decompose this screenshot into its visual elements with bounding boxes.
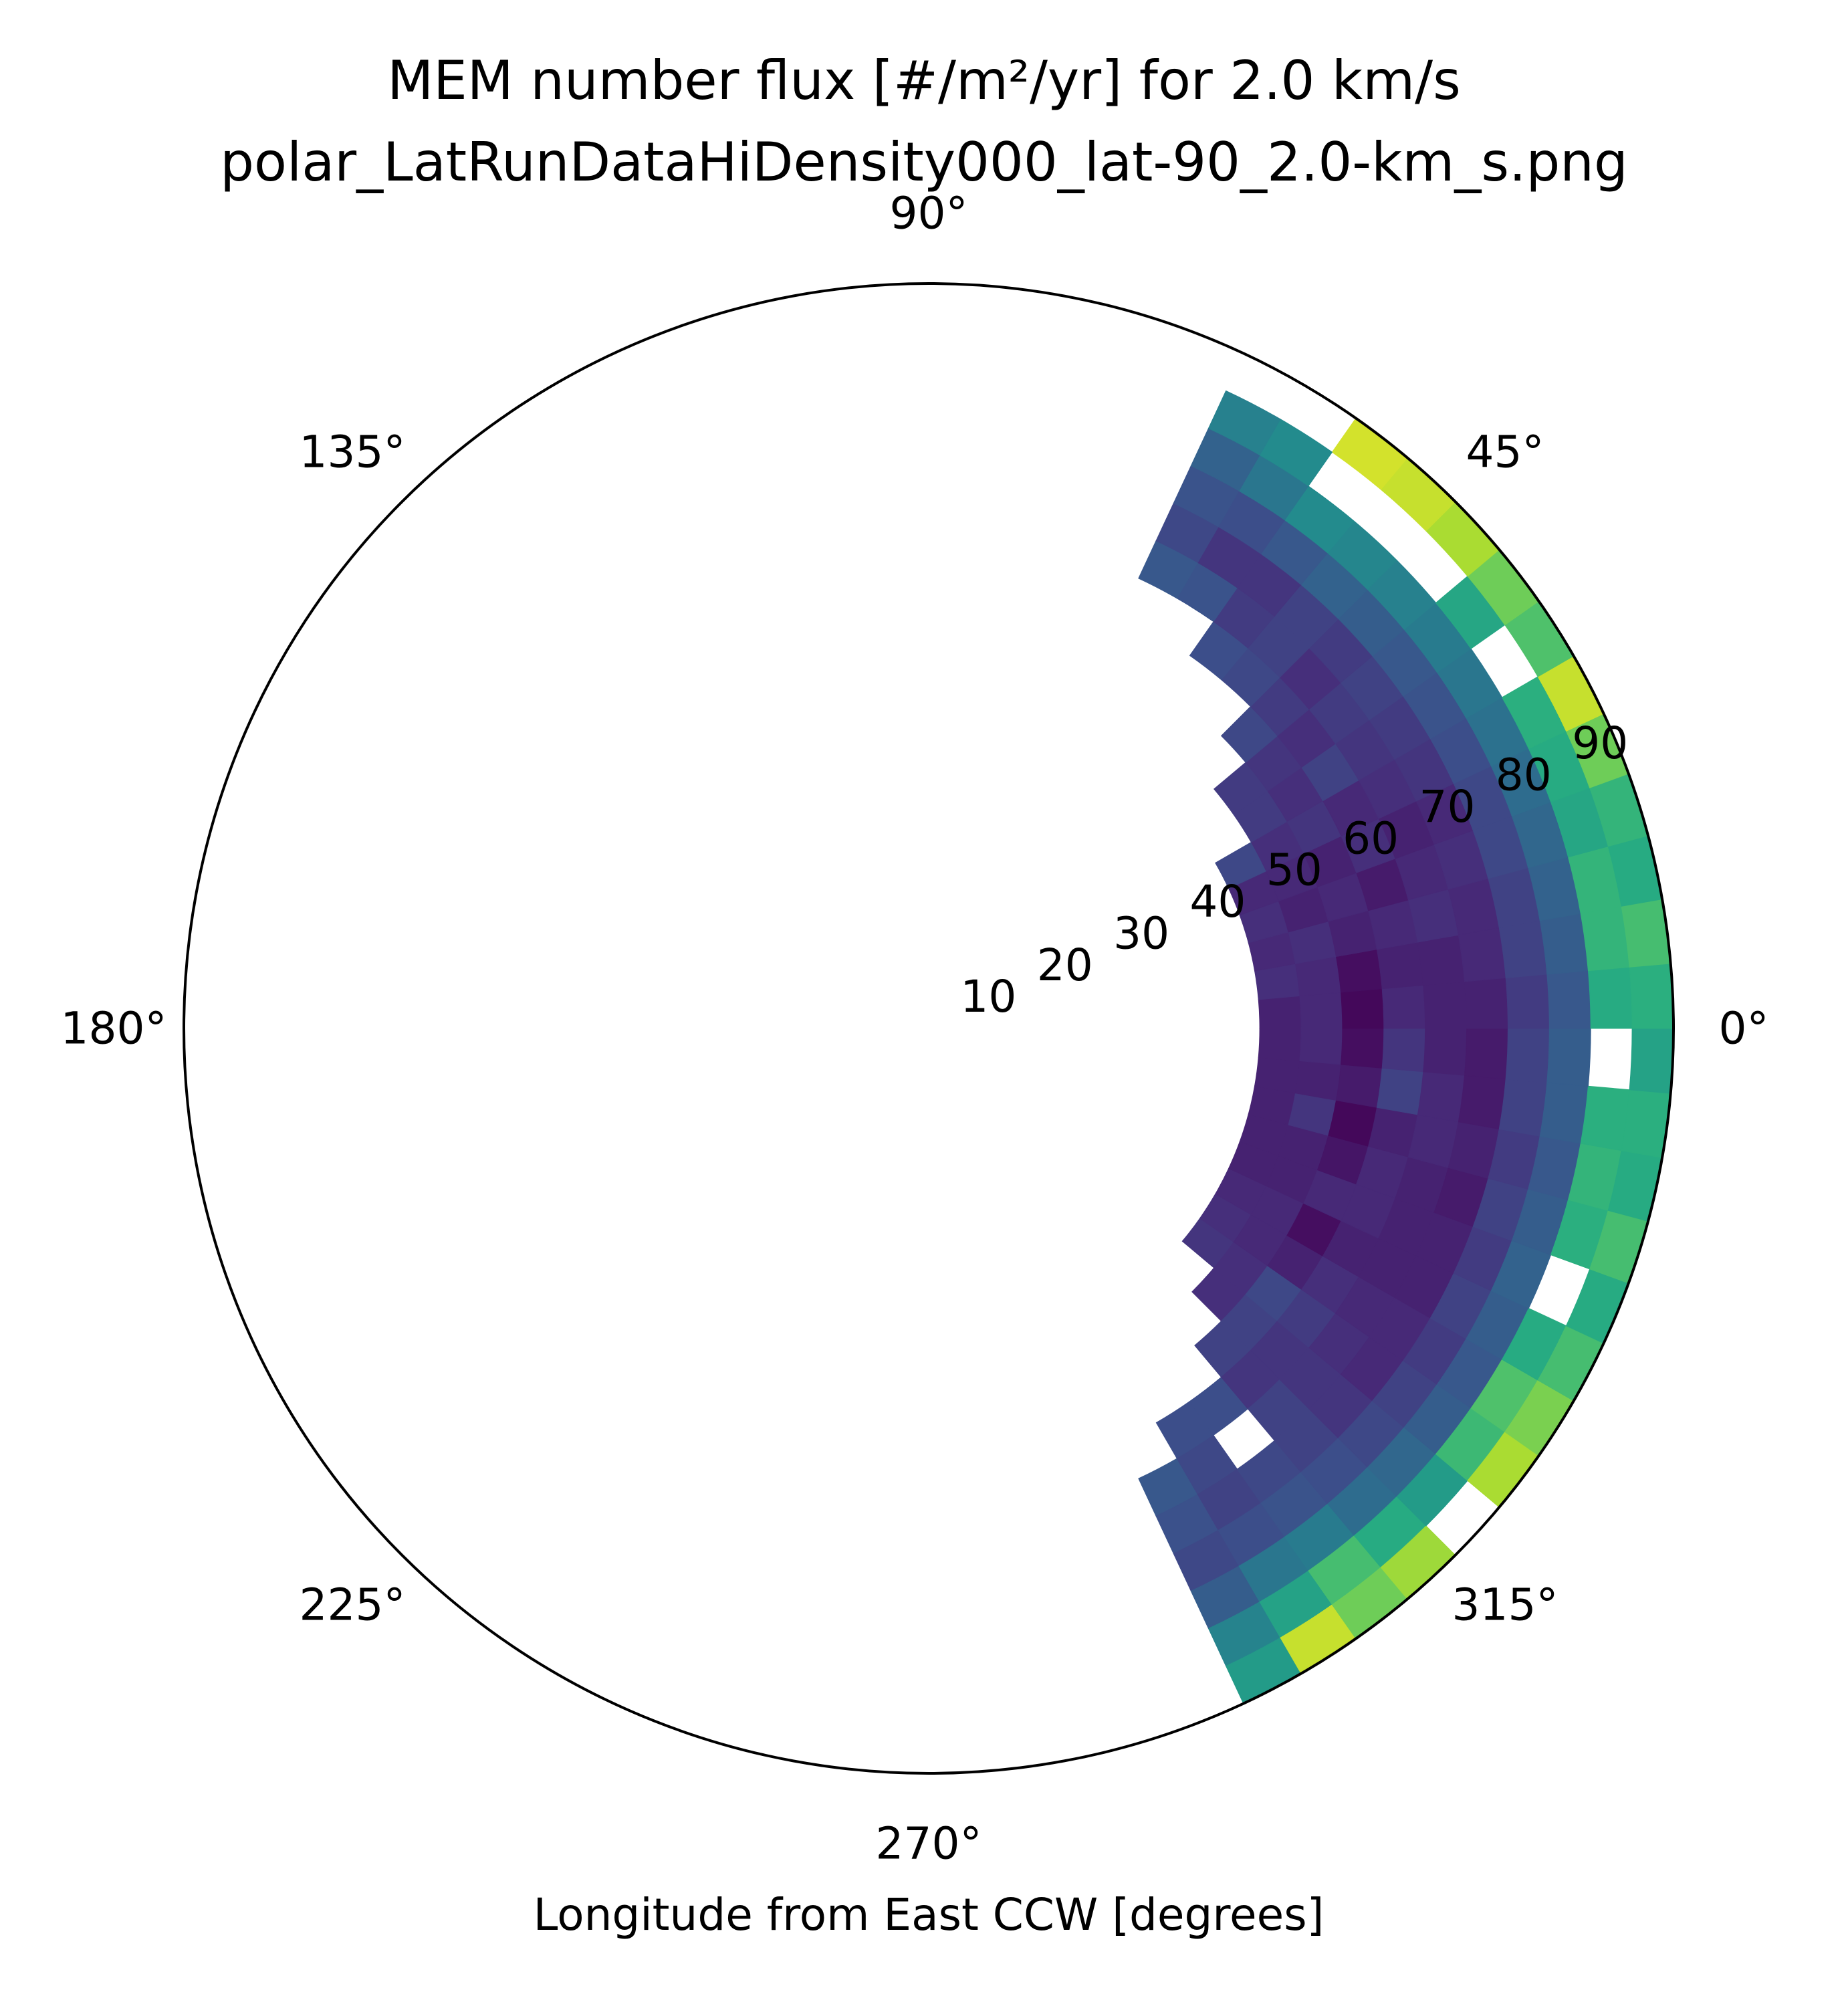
heatmap-cell [1505, 974, 1550, 1029]
polar-axis-boundary [183, 282, 1675, 1775]
heatmap-cell [1381, 1028, 1426, 1073]
theta-tick-label: 225° [300, 1579, 406, 1631]
theta-tick-labels: 0° 45° 90° 135° 180° 225° 270° 315° [61, 188, 1769, 1870]
heatmap-cell [1539, 1082, 1589, 1144]
heatmap-cell [1335, 1064, 1383, 1108]
heatmap-cell [1505, 1028, 1550, 1083]
heatmap-cell [1376, 1067, 1424, 1115]
theta-tick-label: 270° [876, 1818, 982, 1870]
heatmap-cell [1580, 1085, 1630, 1151]
heatmap-cell [1587, 966, 1633, 1029]
heatmap-cell [1335, 949, 1383, 993]
heatmap-cell [1423, 981, 1468, 1029]
heatmap-cell [1464, 977, 1508, 1029]
heatmap-cell [1629, 963, 1674, 1029]
r-tick-label: 80 [1496, 750, 1552, 801]
heatmap-cell [1381, 984, 1426, 1029]
theta-tick-label: 135° [300, 427, 406, 478]
theta-tick-label: 180° [61, 1003, 167, 1055]
chart-title-line-2: polar_LatRunDataHiDensity000_lat-90_2.0-… [220, 131, 1627, 193]
heatmap-cell [1340, 988, 1385, 1029]
heatmap-cell [1258, 995, 1302, 1029]
heatmap-cell [1299, 992, 1343, 1029]
heatmap-cell [1340, 1028, 1385, 1069]
heatmap-cell [1417, 934, 1466, 986]
heatmap-cell [1539, 913, 1589, 975]
heatmap-cell [1458, 1075, 1506, 1130]
theta-tick-label: 315° [1452, 1579, 1558, 1631]
heatmap-cell [1207, 390, 1281, 456]
theta-tick-label: 90° [890, 188, 968, 239]
r-tick-label: 40 [1189, 876, 1246, 927]
heatmap-cell [1498, 920, 1548, 979]
heatmap-cell [1580, 905, 1630, 972]
theta-tick-label: 0° [1719, 1003, 1769, 1055]
heatmap-cell [1423, 1028, 1468, 1076]
heatmap-cells [1138, 390, 1674, 1704]
chart-title-line-1: MEM number flux [#/m²/yr] for 2.0 km/s [387, 49, 1461, 112]
heatmap-cell [1258, 1028, 1302, 1062]
r-tick-labels: 10 20 30 40 50 60 70 80 90 [960, 717, 1628, 1022]
x-axis-label: Longitude from East CCW [degrees] [534, 1889, 1324, 1941]
r-tick-label: 50 [1266, 845, 1322, 896]
r-tick-label: 20 [1037, 939, 1093, 991]
heatmap-cell [1464, 1028, 1508, 1080]
r-tick-label: 90 [1572, 717, 1628, 769]
r-tick-label: 30 [1113, 907, 1169, 959]
heatmap-cell [1376, 942, 1424, 990]
heatmap-cell [1498, 1078, 1548, 1137]
heatmap-cell [1417, 1071, 1466, 1123]
theta-tick-label: 45° [1466, 427, 1544, 478]
r-tick-label: 10 [960, 971, 1016, 1022]
r-tick-label: 70 [1419, 781, 1476, 833]
heatmap-cell [1546, 970, 1591, 1029]
heatmap-cell [1546, 1028, 1591, 1087]
heatmap-cell [1458, 927, 1506, 982]
heatmap-cell [1299, 1028, 1343, 1065]
heatmap-cell [1294, 1061, 1342, 1101]
r-tick-label: 60 [1343, 812, 1399, 864]
heatmap-cell [1629, 1028, 1674, 1094]
